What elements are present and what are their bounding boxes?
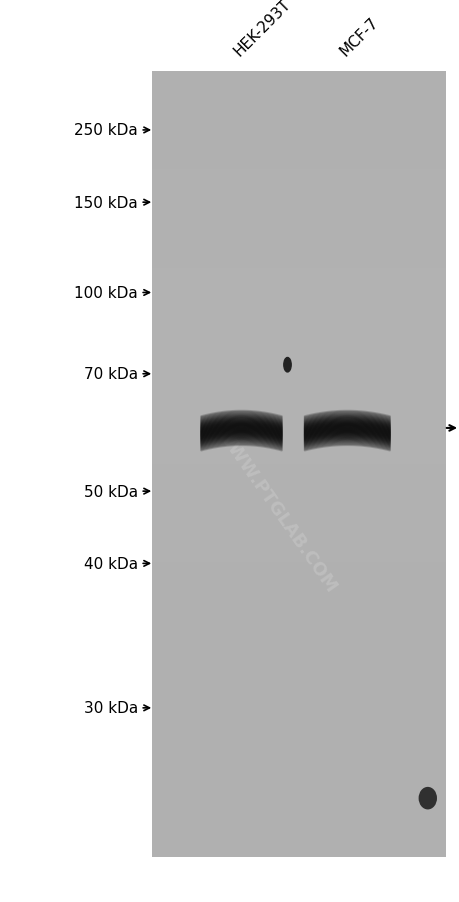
Text: 250 kDa: 250 kDa (74, 124, 138, 138)
Bar (151, 465, 445, 563)
Bar (151, 759, 445, 857)
Text: 100 kDa: 100 kDa (74, 286, 138, 300)
Text: 150 kDa: 150 kDa (74, 196, 138, 210)
Text: HEK-293T: HEK-293T (230, 0, 293, 59)
Bar (151, 170, 445, 269)
Text: MCF-7: MCF-7 (336, 14, 380, 59)
Bar (151, 563, 445, 660)
Text: 50 kDa: 50 kDa (84, 484, 138, 499)
Ellipse shape (418, 787, 436, 810)
Circle shape (283, 358, 291, 373)
Bar (151, 72, 445, 170)
Bar (151, 660, 445, 759)
Bar (151, 366, 445, 465)
Bar (151, 269, 445, 366)
Text: 40 kDa: 40 kDa (84, 557, 138, 571)
Text: WWW.PTGLAB.COM: WWW.PTGLAB.COM (212, 424, 339, 595)
Bar (151, 72, 445, 857)
Text: 70 kDa: 70 kDa (84, 367, 138, 382)
Text: 30 kDa: 30 kDa (84, 701, 138, 715)
